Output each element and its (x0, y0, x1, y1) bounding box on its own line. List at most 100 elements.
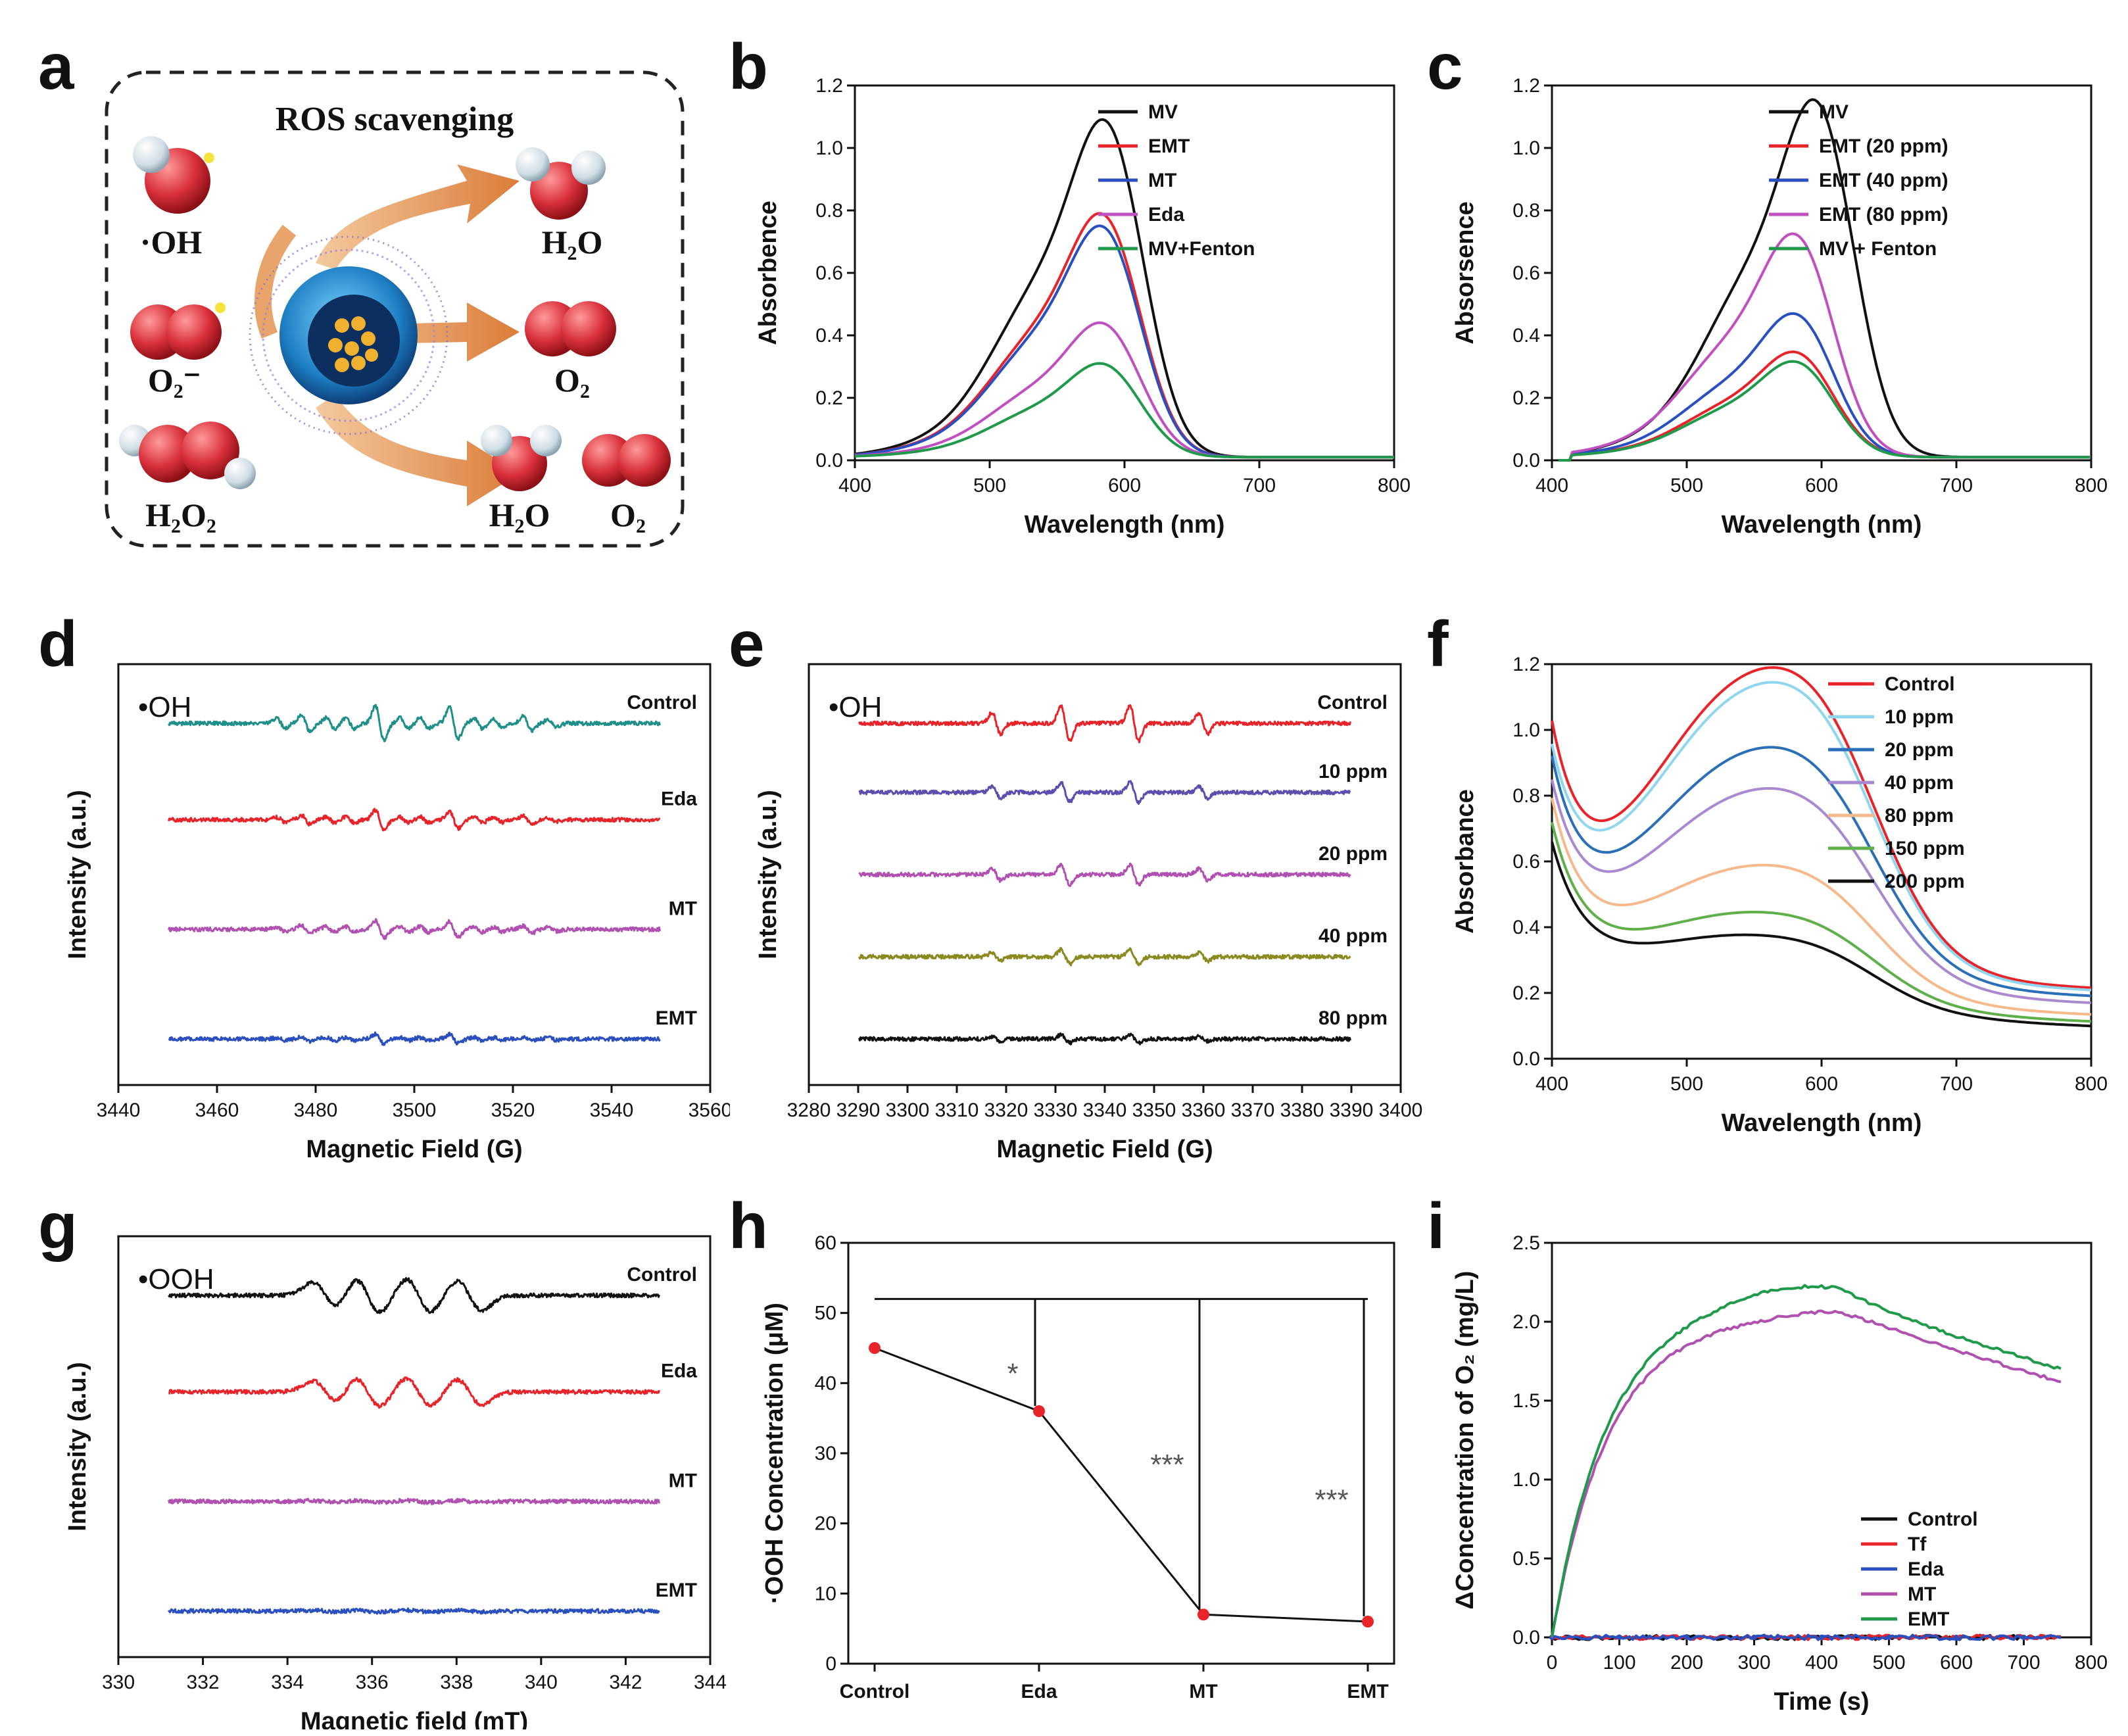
legend-label: 150 ppm (1885, 838, 1965, 859)
panel-a-schematic: ROS scavenging ·OH O₂⁻ H₂O₂ (105, 70, 685, 548)
legend-label: EMT (80 ppm) (1819, 204, 1948, 226)
y-axis-title: Intensity (a.u.) (754, 790, 782, 959)
x-tick-label: 500 (1872, 1652, 1905, 1674)
spectrum-line (1551, 681, 2092, 992)
chart-h-concentration: 0 10 20 30 40 50 60 Control Eda MT EMT ·OOH Concent… (761, 1232, 1395, 1702)
legend-label: EMT (40 ppm) (1819, 170, 1948, 191)
y-tick-label: 1.0 (815, 137, 843, 159)
x-tick-label: 300 (1737, 1652, 1770, 1674)
x-tick-label: 3280 (787, 1099, 831, 1121)
panel-label-d: d (38, 608, 78, 680)
label-oxygen-mid: O₂ (554, 362, 590, 398)
x-tick-label: 3290 (836, 1099, 881, 1121)
data-marker (1616, 1635, 1622, 1640)
x-axis-title: Wavelength (nm) (1025, 511, 1225, 539)
chart-f-uvvis: 400 500 600 700 800 0.0 0.2 0.4 0.6 0.8 1.0 1.2 Wave… (1451, 654, 2108, 1137)
x-tick-label: 500 (973, 475, 1006, 496)
x-tick-label: 800 (2075, 475, 2108, 496)
y-tick-label: 0.4 (815, 325, 843, 347)
legend-label: EMT (1908, 1608, 1949, 1630)
water-icon-bottom (481, 425, 562, 491)
x-tick-label: 800 (2075, 1652, 2108, 1674)
legend-label: 40 ppm (1885, 772, 1954, 794)
y-tick-label: 1.0 (1512, 719, 1540, 741)
x-tick-label: 342 (609, 1672, 642, 1693)
data-marker (2021, 1635, 2027, 1640)
y-tick-label: 0.5 (1512, 1548, 1540, 1570)
legend-label: Tf (1908, 1533, 1927, 1555)
legend-label: Control (1885, 673, 1955, 695)
y-tick-label: 2.0 (1512, 1311, 1540, 1333)
y-tick-label: 30 (815, 1443, 836, 1464)
category-label: EMT (1347, 1681, 1388, 1702)
legend-label: MV (1819, 101, 1849, 123)
plot-frame (117, 1235, 712, 1658)
significance-mark: *** (1315, 1483, 1348, 1516)
y-tick-label: 1.2 (1512, 75, 1540, 97)
x-tick-label: 200 (1670, 1652, 1703, 1674)
x-axis-title: Time (s) (1774, 1688, 1869, 1716)
y-tick-label: 0.0 (815, 450, 843, 471)
y-tick-label: 0.8 (1512, 200, 1540, 222)
y-axis-title: Absorbence (754, 201, 782, 345)
y-tick-label: 40 (815, 1372, 836, 1394)
panel-label-h: h (729, 1190, 768, 1262)
label-water-bottom: H₂O (489, 496, 550, 533)
x-axis-title: Magnetic Field (G) (996, 1136, 1213, 1163)
x-axis-title: Magnetic field (mT) (301, 1708, 528, 1729)
x-tick-label: 340 (525, 1672, 558, 1693)
data-marker (1954, 1635, 1959, 1640)
trace-label: Eda (661, 788, 697, 810)
significance-mark: * (1007, 1357, 1018, 1389)
y-tick-label: 1.2 (815, 75, 843, 97)
x-tick-label: 600 (1940, 1652, 1973, 1674)
legend-label: 10 ppm (1885, 706, 1954, 728)
kinetic-line (1551, 1633, 2062, 1641)
x-tick-label: 3370 (1231, 1099, 1275, 1121)
plot-frame (854, 84, 1395, 462)
trace-label: EMT (656, 1579, 697, 1601)
x-tick-label: 600 (1805, 1073, 1838, 1095)
legend-label: MT (1148, 170, 1176, 191)
y-tick-label: 0.4 (1512, 917, 1540, 938)
water-icon (516, 147, 606, 220)
significance-mark: *** (1150, 1449, 1184, 1481)
trace-label: Eda (661, 1361, 697, 1382)
trace-label: MT (669, 898, 697, 919)
spectrum-line (854, 362, 1394, 459)
oxygen-icon-bottom (582, 434, 671, 487)
panel-label-e: e (729, 608, 765, 680)
plot-frame (1551, 1242, 2092, 1639)
data-line (874, 1347, 1368, 1623)
legend-label: 20 ppm (1885, 739, 1954, 761)
esr-trace (168, 1031, 661, 1046)
panel-label-f: f (1427, 608, 1449, 680)
y-tick-label: 50 (815, 1303, 836, 1324)
y-axis-title: ΔConcentration of O₂ (mg/L) (1451, 1271, 1479, 1610)
esr-trace (858, 704, 1351, 744)
data-point (869, 1342, 881, 1354)
y-tick-label: 1.2 (1512, 654, 1540, 675)
radical-annotation: •OH (829, 691, 882, 723)
schematic-title: ROS scavenging (276, 101, 514, 138)
panel-label-g: g (38, 1190, 78, 1262)
label-water-top: H₂O (542, 224, 603, 260)
legend-label: 200 ppm (1885, 871, 1965, 892)
spectrum-line (1551, 779, 2092, 1004)
y-tick-label: 0.2 (815, 387, 843, 409)
y-tick-label: 10 (815, 1583, 836, 1604)
y-axis-title: Intensity (a.u.) (64, 790, 91, 959)
y-tick-label: 20 (815, 1513, 836, 1535)
data-point (1197, 1608, 1209, 1621)
y-tick-label: 0.8 (1512, 785, 1540, 807)
data-marker (1751, 1635, 1757, 1640)
y-tick-label: 0.0 (1512, 1048, 1540, 1070)
chart-d-esr: 3440 3460 3480 3500 3520 3540 3560 Magnetic Fie… (64, 663, 730, 1163)
x-tick-label: 700 (1940, 1073, 1973, 1095)
legend-label: MV+Fenton (1148, 238, 1255, 260)
x-tick-label: 500 (1670, 475, 1703, 496)
legend-label: EMT (20 ppm) (1819, 135, 1948, 157)
y-tick-label: 1.0 (1512, 1469, 1540, 1491)
y-tick-label: 0.2 (1512, 982, 1540, 1004)
hydrogen-peroxide-icon (119, 422, 256, 489)
